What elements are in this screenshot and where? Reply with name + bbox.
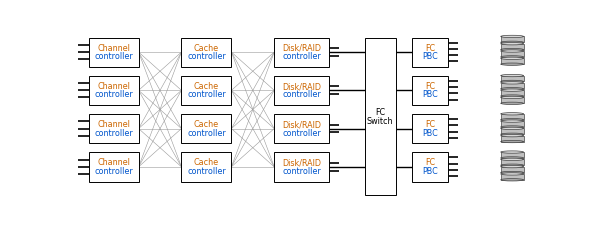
Ellipse shape [501, 82, 524, 84]
Ellipse shape [501, 41, 524, 43]
FancyBboxPatch shape [182, 152, 231, 182]
Text: controller: controller [95, 129, 133, 138]
Ellipse shape [501, 96, 524, 99]
Text: controller: controller [95, 90, 133, 99]
FancyBboxPatch shape [412, 152, 448, 182]
FancyBboxPatch shape [274, 152, 329, 182]
Ellipse shape [501, 151, 524, 153]
Text: Disk/RAID: Disk/RAID [282, 82, 321, 91]
Ellipse shape [501, 74, 524, 77]
Ellipse shape [501, 35, 524, 38]
FancyBboxPatch shape [274, 76, 329, 105]
FancyBboxPatch shape [501, 167, 524, 173]
Ellipse shape [501, 133, 524, 135]
Ellipse shape [501, 113, 524, 115]
FancyBboxPatch shape [501, 136, 524, 142]
Text: controller: controller [282, 129, 321, 138]
Text: FC: FC [425, 120, 435, 129]
FancyBboxPatch shape [501, 114, 524, 120]
Text: controller: controller [187, 167, 226, 176]
FancyBboxPatch shape [88, 152, 139, 182]
Ellipse shape [501, 173, 524, 175]
FancyBboxPatch shape [182, 114, 231, 143]
Text: controller: controller [282, 167, 321, 176]
Ellipse shape [501, 50, 524, 52]
Ellipse shape [501, 158, 524, 161]
FancyBboxPatch shape [274, 114, 329, 143]
Ellipse shape [501, 49, 524, 51]
Text: Channel: Channel [97, 44, 130, 53]
Ellipse shape [501, 56, 524, 58]
Text: Channel: Channel [97, 120, 130, 129]
Text: Cache: Cache [194, 44, 219, 53]
Text: controller: controller [95, 52, 133, 61]
FancyBboxPatch shape [501, 152, 524, 158]
FancyBboxPatch shape [501, 36, 524, 42]
Text: PBC: PBC [422, 129, 438, 138]
Text: FC: FC [425, 158, 435, 167]
Text: controller: controller [282, 90, 321, 99]
Text: Switch: Switch [367, 117, 394, 126]
Ellipse shape [501, 165, 524, 168]
Ellipse shape [501, 43, 524, 45]
FancyBboxPatch shape [412, 37, 448, 67]
Ellipse shape [501, 119, 524, 121]
Ellipse shape [501, 127, 524, 130]
Ellipse shape [501, 120, 524, 122]
FancyBboxPatch shape [501, 121, 524, 127]
Text: FC: FC [425, 44, 435, 53]
FancyBboxPatch shape [501, 83, 524, 89]
Text: FC: FC [425, 82, 435, 91]
Text: Cache: Cache [194, 82, 219, 91]
Ellipse shape [501, 179, 524, 181]
Text: controller: controller [282, 52, 321, 61]
Text: controller: controller [95, 167, 133, 176]
Ellipse shape [501, 164, 524, 166]
FancyBboxPatch shape [88, 114, 139, 143]
Ellipse shape [501, 140, 524, 143]
FancyBboxPatch shape [501, 159, 524, 165]
Text: controller: controller [187, 90, 226, 99]
FancyBboxPatch shape [88, 76, 139, 105]
Text: Cache: Cache [194, 120, 219, 129]
Text: controller: controller [187, 52, 226, 61]
FancyBboxPatch shape [501, 58, 524, 64]
Text: Disk/RAID: Disk/RAID [282, 158, 321, 167]
FancyBboxPatch shape [274, 37, 329, 67]
Text: PBC: PBC [422, 90, 438, 99]
FancyBboxPatch shape [182, 76, 231, 105]
FancyBboxPatch shape [501, 44, 524, 50]
FancyBboxPatch shape [501, 97, 524, 103]
FancyBboxPatch shape [365, 38, 395, 195]
Text: FC: FC [375, 108, 385, 117]
FancyBboxPatch shape [182, 37, 231, 67]
Text: PBC: PBC [422, 52, 438, 61]
Ellipse shape [501, 157, 524, 159]
Ellipse shape [501, 126, 524, 128]
FancyBboxPatch shape [412, 114, 448, 143]
Text: controller: controller [187, 129, 226, 138]
Text: PBC: PBC [422, 167, 438, 176]
Ellipse shape [501, 102, 524, 104]
Ellipse shape [501, 57, 524, 60]
Text: Cache: Cache [194, 158, 219, 167]
Text: Disk/RAID: Disk/RAID [282, 44, 321, 53]
Text: Channel: Channel [97, 158, 130, 167]
FancyBboxPatch shape [501, 51, 524, 57]
FancyBboxPatch shape [501, 174, 524, 180]
FancyBboxPatch shape [412, 76, 448, 105]
FancyBboxPatch shape [501, 76, 524, 82]
Ellipse shape [501, 89, 524, 91]
Text: Channel: Channel [97, 82, 130, 91]
Ellipse shape [501, 80, 524, 83]
Ellipse shape [501, 171, 524, 174]
Ellipse shape [501, 95, 524, 97]
FancyBboxPatch shape [501, 90, 524, 96]
Ellipse shape [501, 88, 524, 90]
FancyBboxPatch shape [88, 37, 139, 67]
Ellipse shape [501, 63, 524, 65]
FancyBboxPatch shape [501, 128, 524, 134]
Text: Disk/RAID: Disk/RAID [282, 120, 321, 129]
Ellipse shape [501, 134, 524, 137]
